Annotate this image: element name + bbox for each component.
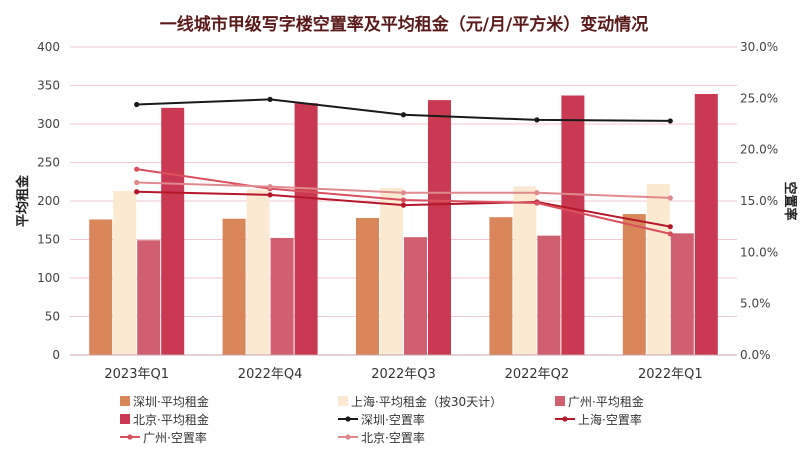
x-tick-label: 2023年Q1 <box>104 367 169 382</box>
y2-tick-label: 5.0% <box>740 297 771 311</box>
series-line <box>136 190 671 228</box>
y-tick-label: 400 <box>37 40 60 54</box>
line-point <box>400 112 407 118</box>
legend-label: 深圳·空置率 <box>361 412 425 427</box>
line-point <box>134 166 140 172</box>
line-point <box>400 202 407 208</box>
bar <box>356 217 379 355</box>
legend-marker <box>562 416 568 422</box>
y-tick-label: 200 <box>37 194 60 208</box>
legend-label: 上海·平均租金（按30天计） <box>351 394 502 409</box>
bars-layer <box>89 93 718 356</box>
y2-tick-label: 25.0% <box>740 91 778 105</box>
bar <box>89 219 113 355</box>
x-tick-label: 2022年Q1 <box>638 367 703 382</box>
line-point <box>667 118 673 124</box>
legend-marker <box>345 434 351 440</box>
bar <box>161 107 185 355</box>
bar <box>428 100 451 355</box>
line-point <box>667 231 673 237</box>
y-tick-label: 250 <box>37 156 60 170</box>
y2-tick-label: 30.0% <box>740 40 778 54</box>
line-point <box>400 197 407 203</box>
legend-marker <box>345 416 351 422</box>
chart-title: 一线城市甲级写字楼空置率及平均租金（元/月/平方米）变动情况 <box>160 14 648 35</box>
bar <box>294 103 318 356</box>
bar <box>537 235 561 355</box>
line-point <box>534 200 540 206</box>
legend-swatch <box>120 414 130 424</box>
bar <box>489 217 513 355</box>
line-point <box>667 224 673 230</box>
y2-tick-label: 10.0% <box>740 245 778 259</box>
legend-label: 深圳·平均租金 <box>133 394 209 409</box>
y-tick-label: 150 <box>37 233 60 247</box>
y-tick-label: 300 <box>37 117 60 131</box>
line-point <box>134 179 140 186</box>
y-tick-label: 350 <box>37 79 60 93</box>
legend-swatch <box>338 396 348 406</box>
line-point <box>267 184 273 190</box>
y2-tick-label: 15.0% <box>740 194 778 208</box>
legend-swatch <box>120 396 130 406</box>
series-line <box>136 98 671 122</box>
legend-label: 上海·空置率 <box>578 412 642 427</box>
line-point <box>134 189 140 195</box>
lines-layer <box>134 96 673 237</box>
legend-label: 北京·平均租金 <box>133 412 209 427</box>
legend-swatch <box>555 396 565 406</box>
legend-label: 北京·空置率 <box>361 430 425 445</box>
bar <box>222 218 246 355</box>
legend-label: 广州·平均租金 <box>568 394 644 409</box>
line-point <box>267 96 273 102</box>
bar <box>137 240 161 355</box>
bar <box>670 233 694 355</box>
y-axis-label: 平均租金 <box>15 174 31 227</box>
bar <box>646 184 670 355</box>
line-point <box>534 117 540 123</box>
axes-layer: 0 50 100 150 200 250 300 350 400 0.0% 5.0% 10.0% 15.… <box>37 40 778 382</box>
bar <box>622 214 646 355</box>
y-tick-label: 0 <box>52 348 60 362</box>
line-point <box>400 190 407 196</box>
bar <box>561 95 585 355</box>
bar <box>270 237 294 355</box>
line-point <box>267 192 273 198</box>
y2-axis-label: 空置率 <box>782 181 798 220</box>
y-tick-label: 100 <box>37 271 60 285</box>
line-point <box>667 195 673 201</box>
y2-tick-label: 0.0% <box>740 348 771 362</box>
bar <box>513 186 537 355</box>
bar <box>113 190 137 355</box>
y2-tick-label: 20.0% <box>740 143 778 157</box>
line-point <box>134 101 140 108</box>
bar <box>246 189 270 355</box>
bar <box>404 237 427 355</box>
bar <box>380 187 403 355</box>
x-tick-label: 2022年Q3 <box>371 367 436 382</box>
line-point <box>534 190 540 196</box>
y-tick-label: 50 <box>45 310 60 324</box>
x-tick-label: 2022年Q4 <box>238 367 303 382</box>
legend-label: 广州·空置率 <box>143 430 207 445</box>
x-tick-label: 2022年Q2 <box>505 367 570 382</box>
legend-marker <box>127 434 133 440</box>
bar <box>694 93 718 355</box>
